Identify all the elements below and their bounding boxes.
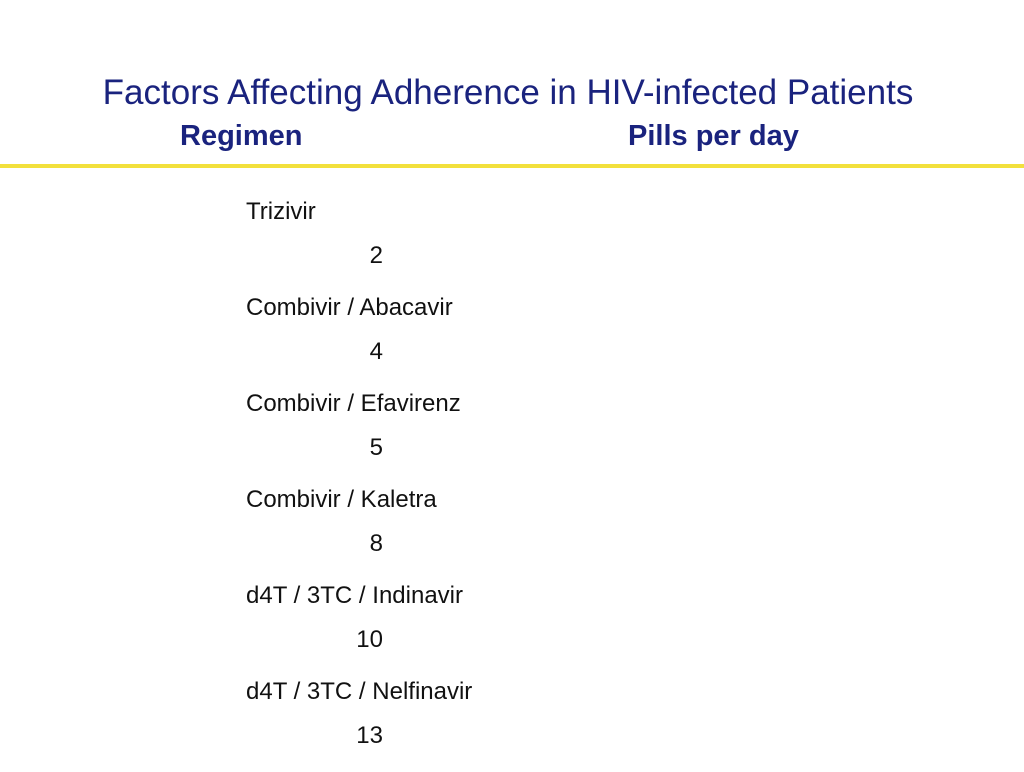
- regimen-name: Trizivir: [246, 198, 316, 225]
- header-divider: [0, 164, 1024, 168]
- pills-count: 10: [356, 626, 383, 653]
- regimen-name: Combivir / Efavirenz: [246, 390, 461, 417]
- regimen-name: Combivir / Abacavir: [246, 294, 453, 321]
- pills-count: 5: [369, 434, 383, 461]
- pills-count: 4: [369, 338, 383, 365]
- regimen-name: Combivir / Kaletra: [246, 486, 437, 513]
- list-item: Trizivir 2: [246, 196, 746, 292]
- list-item: Combivir / Efavirenz 5: [246, 388, 746, 484]
- list-item: d4T / 3TC / Nelfinavir 13: [246, 676, 746, 772]
- list-item: Combivir / Abacavir 4: [246, 292, 746, 388]
- pills-count: 2: [369, 242, 383, 269]
- slide-title: Factors Affecting Adherence in HIV-infec…: [102, 73, 914, 112]
- pills-count: 13: [356, 722, 383, 749]
- pills-count: 8: [369, 530, 383, 557]
- regimen-name: d4T / 3TC / Indinavir: [246, 582, 463, 609]
- regimen-column-header: Regimen: [180, 120, 303, 152]
- regimen-name: d4T / 3TC / Nelfinavir: [246, 678, 473, 705]
- list-item: Combivir / Kaletra 8: [246, 484, 746, 580]
- pills-per-day-column-header: Pills per day: [628, 120, 799, 152]
- regimen-list: Trizivir 2 Combivir / Abacavir 4 Combivi…: [246, 196, 746, 772]
- list-item: d4T / 3TC / Indinavir 10: [246, 580, 746, 676]
